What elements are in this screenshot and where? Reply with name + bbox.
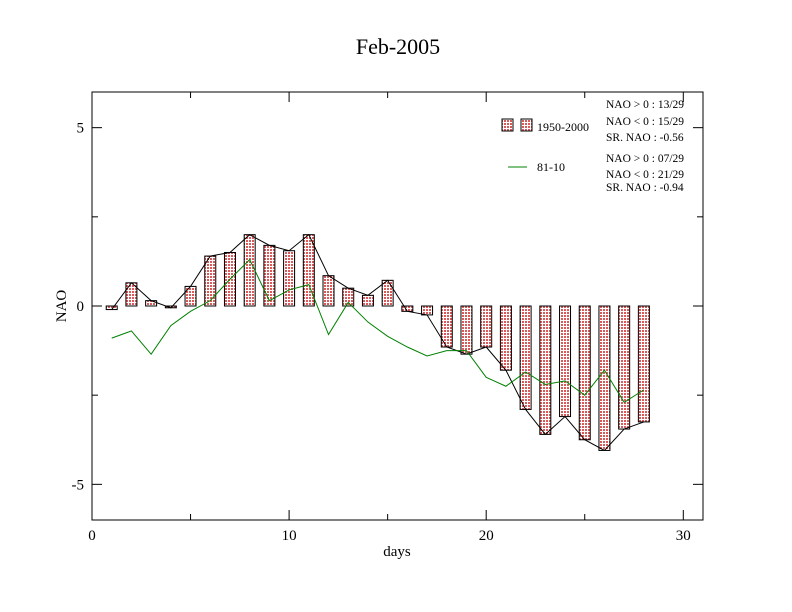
y-tick-label: 0 <box>77 299 85 315</box>
stats-annotations: NAO > 0 : 13/29 NAO < 0 : 15/29 SR. NAO … <box>606 99 684 194</box>
y-axis-label: NAO <box>54 290 70 323</box>
bar-day-10 <box>283 250 296 307</box>
legend: 1950-2000 81-10 <box>501 118 589 174</box>
bar-day-17 <box>421 305 434 316</box>
x-tick-label: 30 <box>676 528 691 544</box>
legend-bar-swatch-right <box>520 118 533 132</box>
stat-nao-positive-2: NAO > 0 : 07/29 <box>606 153 684 165</box>
stat-sr-nao-1: SR. NAO : -0.56 <box>606 132 684 144</box>
legend-label-81-10: 81-10 <box>537 160 565 174</box>
bar-day-19 <box>460 305 473 355</box>
x-tick-label: 0 <box>88 528 96 544</box>
x-tick-label: 20 <box>479 528 494 544</box>
bar-day-14 <box>361 294 374 307</box>
bar-day-6 <box>204 255 217 307</box>
bar-top-line <box>111 233 645 452</box>
bar-day-26 <box>598 305 611 451</box>
y-tick-label: -5 <box>72 477 85 493</box>
y-tick-label: 5 <box>77 121 85 137</box>
chart-title: Feb-2005 <box>356 34 440 59</box>
bar-day-15 <box>381 279 394 307</box>
series-line-81-10 <box>111 258 645 403</box>
bar-day-9 <box>263 244 276 307</box>
bar-day-21 <box>499 305 512 371</box>
bar-day-28 <box>637 305 650 423</box>
x-axis-label: days <box>383 544 411 560</box>
bar-day-3 <box>145 300 158 307</box>
bar-day-24 <box>559 305 572 418</box>
bar-day-5 <box>184 285 197 307</box>
legend-label-1950-2000: 1950-2000 <box>537 120 589 134</box>
bar-day-20 <box>480 305 493 348</box>
bar-day-8 <box>243 234 256 307</box>
plot-area <box>105 233 650 452</box>
bar-day-23 <box>539 305 552 435</box>
bar-day-12 <box>322 275 335 307</box>
stat-nao-negative-2: NAO < 0 : 21/29 <box>606 169 684 181</box>
bar-day-27 <box>618 305 631 430</box>
bar-day-22 <box>519 305 532 410</box>
legend-bar-swatch-left <box>501 118 514 132</box>
stat-nao-negative-1: NAO < 0 : 15/29 <box>606 116 684 128</box>
stat-sr-nao-2: SR. NAO : -0.94 <box>606 182 684 194</box>
bar-day-25 <box>578 305 591 441</box>
axes: 0 10 20 30 -5 0 5 <box>72 91 704 544</box>
stat-nao-positive-1: NAO > 0 : 13/29 <box>606 99 684 111</box>
x-tick-label: 10 <box>282 528 297 544</box>
